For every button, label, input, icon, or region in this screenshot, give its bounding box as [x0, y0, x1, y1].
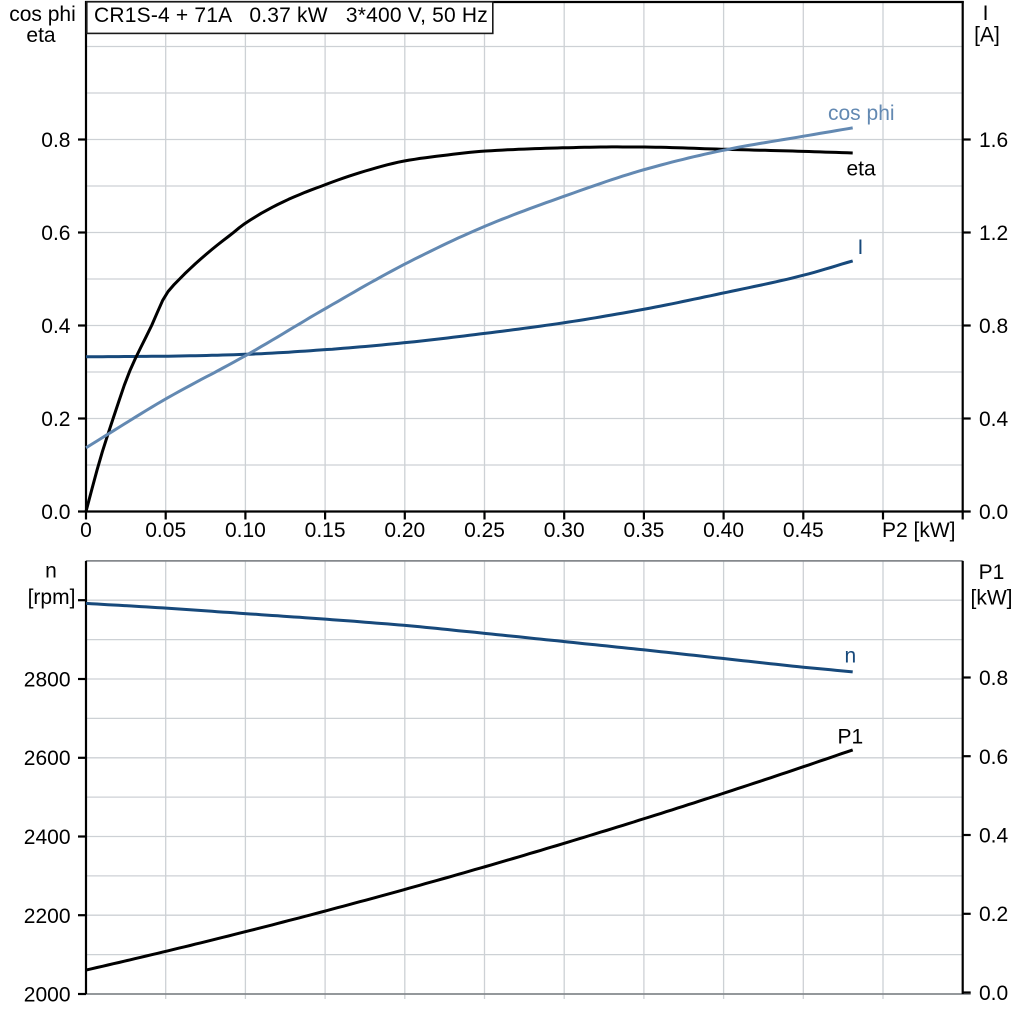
svg-text:[A]: [A]: [974, 24, 1000, 47]
svg-text:0.10: 0.10: [225, 519, 266, 542]
svg-text:n: n: [845, 645, 857, 668]
svg-text:2800: 2800: [24, 669, 71, 692]
svg-text:0.40: 0.40: [703, 519, 744, 542]
svg-text:0.2: 0.2: [41, 408, 70, 431]
svg-text:0.8: 0.8: [979, 667, 1008, 690]
svg-text:[kW]: [kW]: [971, 587, 1013, 610]
svg-text:0.2: 0.2: [979, 903, 1008, 926]
svg-text:2000: 2000: [24, 984, 71, 1007]
svg-text:I: I: [858, 236, 864, 259]
svg-text:0.4: 0.4: [41, 315, 71, 338]
svg-text:0.30: 0.30: [544, 519, 585, 542]
svg-text:0.35: 0.35: [623, 519, 664, 542]
svg-text:0.15: 0.15: [305, 519, 346, 542]
svg-text:0.0: 0.0: [979, 501, 1008, 524]
svg-text:0.20: 0.20: [384, 519, 425, 542]
svg-text:n: n: [45, 560, 57, 583]
svg-text:cos phi: cos phi: [828, 102, 895, 125]
svg-text:0.4: 0.4: [979, 408, 1009, 431]
svg-text:I: I: [983, 2, 989, 25]
svg-text:2600: 2600: [24, 747, 71, 770]
svg-text:P1: P1: [979, 561, 1005, 584]
svg-text:P2 [kW]: P2 [kW]: [882, 519, 956, 542]
svg-text:0.8: 0.8: [979, 315, 1008, 338]
svg-text:eta: eta: [847, 158, 877, 181]
svg-text:0: 0: [80, 519, 92, 542]
svg-text:0.4: 0.4: [979, 825, 1009, 848]
svg-text:CR1S-4 + 71A 0.37 kW 3*400: CR1S-4 + 71A 0.37 kW 3*400 V, 50 Hz: [94, 4, 488, 27]
svg-text:2200: 2200: [24, 905, 71, 928]
svg-text:0.6: 0.6: [41, 222, 70, 245]
svg-text:1.6: 1.6: [979, 129, 1008, 152]
svg-text:eta: eta: [26, 24, 56, 47]
svg-text:0.8: 0.8: [41, 129, 70, 152]
svg-text:P1: P1: [838, 726, 864, 749]
svg-text:0.25: 0.25: [464, 519, 505, 542]
svg-text:cos phi: cos phi: [9, 3, 76, 26]
svg-text:0.6: 0.6: [979, 746, 1008, 769]
svg-text:0.0: 0.0: [979, 982, 1008, 1005]
svg-text:0.0: 0.0: [41, 501, 70, 524]
svg-text:1.2: 1.2: [979, 222, 1008, 245]
svg-text:0.45: 0.45: [783, 519, 824, 542]
svg-text:2400: 2400: [24, 826, 71, 849]
svg-text:0.05: 0.05: [145, 519, 186, 542]
svg-text:[rpm]: [rpm]: [28, 586, 76, 609]
